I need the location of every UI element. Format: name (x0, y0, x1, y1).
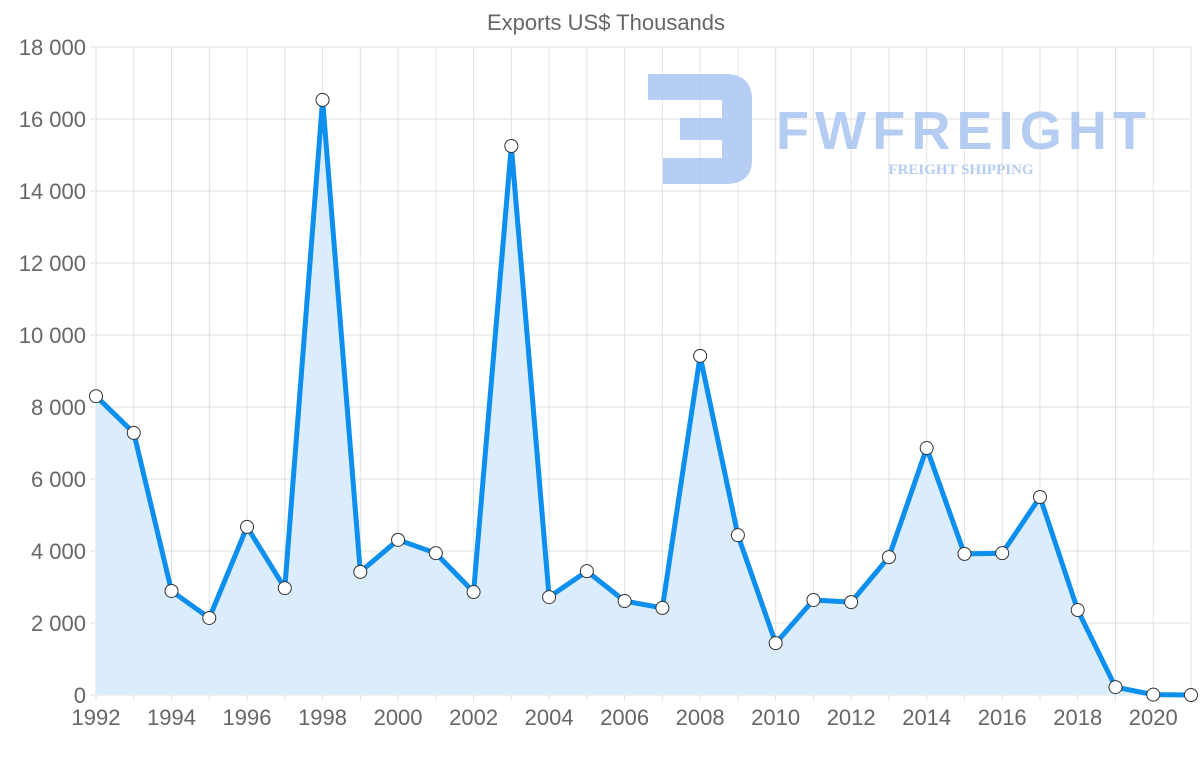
watermark-logo: FWFREIGHT FREIGHT SHIPPING (648, 74, 1146, 184)
x-tick-label: 1994 (147, 705, 196, 730)
data-point[interactable] (202, 610, 217, 625)
chart-title: Exports US$ Thousands (487, 10, 725, 35)
x-tick-label: 2012 (827, 705, 876, 730)
data-point[interactable] (919, 441, 934, 456)
data-point[interactable] (1032, 490, 1047, 504)
x-tick-label: 2008 (676, 705, 725, 730)
data-point[interactable] (1184, 688, 1198, 702)
x-axis: 1992 1994 1996 1998 2000 2002 2004 2006 2008 2010… (72, 705, 1178, 730)
y-tick-label: 10 000 (19, 323, 86, 348)
x-tick-label: 2014 (902, 705, 951, 730)
data-point[interactable] (353, 564, 368, 579)
y-tick-label: 6 000 (31, 467, 86, 492)
data-point[interactable] (126, 425, 141, 440)
data-point[interactable] (617, 594, 632, 609)
data-point[interactable] (240, 519, 255, 534)
data-point[interactable] (881, 550, 896, 565)
y-tick-label: 14 000 (19, 179, 86, 204)
data-point[interactable] (579, 564, 594, 579)
x-tick-label: 2000 (374, 705, 423, 730)
data-point[interactable] (693, 348, 708, 363)
data-point[interactable] (504, 139, 519, 153)
area-fill (96, 99, 1191, 695)
data-point[interactable] (164, 583, 179, 598)
data-point[interactable] (844, 595, 859, 610)
series-line (94, 97, 1192, 698)
watermark-name: FWFREIGHT (776, 101, 1146, 161)
data-point[interactable] (655, 600, 670, 615)
x-tick-label: 1998 (298, 705, 347, 730)
x-tick-label: 2020 (1129, 705, 1178, 730)
data-point[interactable] (277, 581, 292, 596)
data-point[interactable] (542, 590, 557, 605)
x-tick-label: 2018 (1053, 705, 1102, 730)
watermark-tagline: FREIGHT SHIPPING (888, 162, 1033, 178)
y-tick-label: 0 (74, 683, 86, 708)
y-tick-label: 12 000 (19, 251, 86, 276)
data-point[interactable] (315, 92, 330, 107)
x-tick-label: 2006 (600, 705, 649, 730)
data-point[interactable] (768, 636, 783, 651)
y-axis: 0 2 000 4 000 6 000 8 000 10 000 12 000 14 000 1… (19, 35, 86, 708)
data-point[interactable] (391, 532, 406, 547)
data-point[interactable] (1108, 680, 1123, 695)
data-point[interactable] (1146, 687, 1161, 702)
x-tick-label: 2002 (449, 705, 498, 730)
x-tick-label: 1996 (223, 705, 272, 730)
x-tick-label: 1992 (72, 705, 121, 730)
data-point[interactable] (806, 592, 821, 607)
x-tick-label: 2016 (978, 705, 1027, 730)
data-point[interactable] (89, 389, 103, 404)
data-point[interactable] (957, 546, 972, 561)
y-tick-label: 2 000 (31, 611, 86, 636)
data-point[interactable] (466, 585, 481, 600)
y-tick-label: 18 000 (19, 35, 86, 60)
y-tick-label: 8 000 (31, 395, 86, 420)
data-point[interactable] (1070, 603, 1085, 618)
data-point[interactable] (428, 546, 443, 561)
x-tick-label: 2004 (525, 705, 574, 730)
x-tick-label: 2010 (751, 705, 800, 730)
data-point[interactable] (995, 546, 1010, 561)
data-point[interactable] (730, 528, 745, 543)
y-tick-label: 4 000 (31, 539, 86, 564)
series-exports (89, 92, 1198, 702)
y-tick-label: 16 000 (19, 107, 86, 132)
